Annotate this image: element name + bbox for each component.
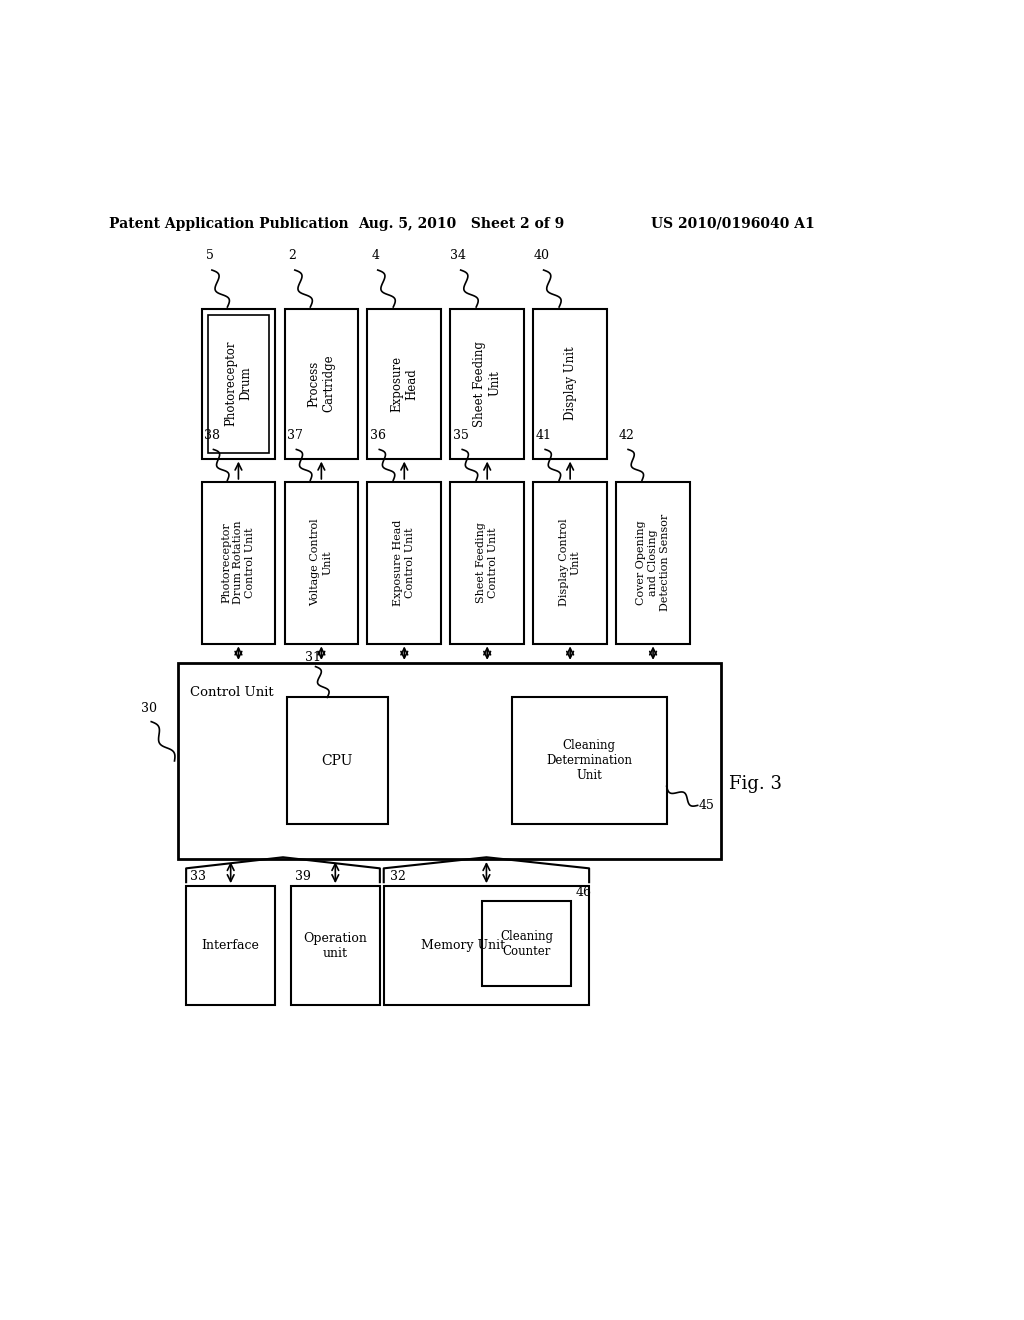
Bar bbox=[482, 902, 571, 986]
Text: US 2010/0196040 A1: US 2010/0196040 A1 bbox=[650, 216, 814, 231]
Text: 35: 35 bbox=[453, 429, 469, 442]
Text: 42: 42 bbox=[618, 429, 635, 442]
Text: Interface: Interface bbox=[202, 940, 260, 952]
Bar bbox=[616, 482, 690, 644]
Text: Sheet Feeding
Control Unit: Sheet Feeding Control Unit bbox=[476, 523, 498, 603]
Text: 45: 45 bbox=[699, 799, 715, 812]
Bar bbox=[451, 309, 524, 459]
Text: Cover Opening
and Closing
Detection Sensor: Cover Opening and Closing Detection Sens… bbox=[637, 513, 670, 611]
Text: 34: 34 bbox=[451, 249, 466, 263]
Text: Photoreceptor
Drum Rotation
Control Unit: Photoreceptor Drum Rotation Control Unit bbox=[222, 521, 255, 605]
Text: Aug. 5, 2010   Sheet 2 of 9: Aug. 5, 2010 Sheet 2 of 9 bbox=[358, 216, 564, 231]
Text: CPU: CPU bbox=[322, 754, 353, 768]
Text: Fig. 3: Fig. 3 bbox=[729, 775, 782, 793]
Text: 2: 2 bbox=[289, 249, 296, 263]
Text: 33: 33 bbox=[190, 870, 206, 883]
Bar bbox=[534, 482, 607, 644]
Bar bbox=[208, 314, 269, 453]
Text: 30: 30 bbox=[141, 702, 157, 715]
Text: Cleaning
Determination
Unit: Cleaning Determination Unit bbox=[546, 739, 632, 783]
Text: Sheet Feeding
Unit: Sheet Feeding Unit bbox=[473, 341, 501, 426]
Bar bbox=[534, 309, 607, 459]
Text: Operation
unit: Operation unit bbox=[303, 932, 368, 960]
Bar bbox=[178, 663, 721, 859]
Bar bbox=[368, 309, 441, 459]
Text: 38: 38 bbox=[204, 429, 220, 442]
Bar bbox=[384, 886, 589, 1006]
Text: 37: 37 bbox=[287, 429, 303, 442]
Bar bbox=[285, 309, 358, 459]
Bar bbox=[291, 886, 380, 1006]
Bar bbox=[368, 482, 441, 644]
Text: Exposure Head
Control Unit: Exposure Head Control Unit bbox=[393, 520, 415, 606]
Text: 36: 36 bbox=[370, 429, 386, 442]
Text: 40: 40 bbox=[534, 249, 549, 263]
Text: Patent Application Publication: Patent Application Publication bbox=[109, 216, 348, 231]
Bar bbox=[186, 886, 275, 1006]
Text: Process
Cartridge: Process Cartridge bbox=[307, 355, 336, 412]
Text: 4: 4 bbox=[372, 249, 380, 263]
Text: 32: 32 bbox=[390, 870, 406, 883]
Text: Photoreceptor
Drum: Photoreceptor Drum bbox=[224, 341, 253, 426]
Bar bbox=[202, 309, 275, 459]
Text: 39: 39 bbox=[295, 870, 310, 883]
Text: Control Unit: Control Unit bbox=[190, 686, 273, 698]
Text: 46: 46 bbox=[575, 886, 591, 899]
Text: Voltage Control
Unit: Voltage Control Unit bbox=[310, 519, 332, 606]
Text: Display Control
Unit: Display Control Unit bbox=[559, 519, 581, 606]
Bar bbox=[512, 697, 667, 825]
Text: 41: 41 bbox=[536, 429, 552, 442]
Bar bbox=[285, 482, 358, 644]
Text: 31: 31 bbox=[305, 651, 322, 664]
Text: Exposure
Head: Exposure Head bbox=[390, 355, 418, 412]
Bar bbox=[287, 697, 388, 825]
Text: Memory Unit: Memory Unit bbox=[421, 940, 505, 952]
Text: Cleaning
Counter: Cleaning Counter bbox=[501, 929, 553, 958]
Text: Display Unit: Display Unit bbox=[563, 347, 577, 421]
Bar bbox=[451, 482, 524, 644]
Bar bbox=[202, 482, 275, 644]
Text: 5: 5 bbox=[206, 249, 214, 263]
